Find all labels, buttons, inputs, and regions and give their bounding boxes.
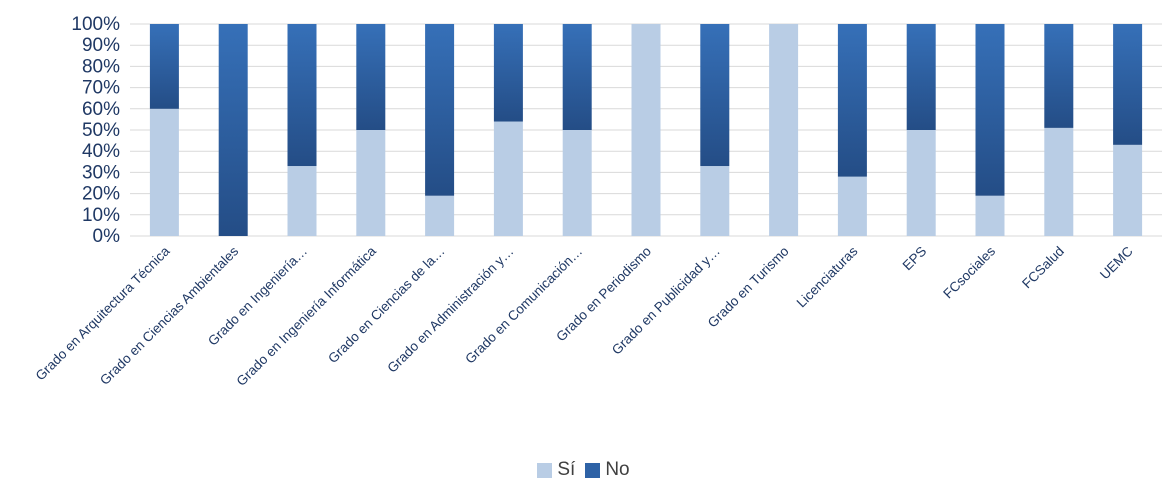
bar-segment-no [149,24,179,109]
bar-segment-si [562,130,592,236]
bar-segment-si [1113,144,1143,236]
bar-segment-si [700,166,730,236]
bar-segment-si [1044,127,1074,236]
y-tick-label: 50% [82,120,120,141]
legend-swatch-si [537,462,553,478]
y-tick-label: 70% [82,78,120,99]
bar-segment-no [700,24,730,167]
bar-segment-si [906,130,936,236]
bar-segment-si [837,176,867,236]
bars [149,24,1143,236]
y-axis-tick-labels: 0%10%20%30%40%50%60%70%80%90%100% [71,14,120,247]
legend-label-no: No [605,459,630,480]
bar-segment-si [975,195,1005,236]
x-category-label: EPS [900,244,930,274]
y-tick-label: 0% [93,226,121,247]
legend: Sí No [0,459,1167,481]
bar-segment-si [631,24,661,236]
bar-segment-no [287,24,317,167]
x-category-label: Grado en Arquitectura Técnica [33,243,173,383]
legend-item-no: No [585,459,630,481]
x-category-label: Grado en Ingeniería Informática [234,243,380,389]
stacked-bar-chart: 0%10%20%30%40%50%60%70%80%90%100% Grado … [33,14,1162,389]
bar-segment-no [975,24,1005,196]
y-tick-label: 40% [82,141,120,162]
bar-segment-no [837,24,867,177]
bar-segment-no [1044,24,1074,128]
x-category-label: Grado en Comunicación… [462,244,585,367]
legend-item-si: Sí [537,459,575,481]
x-category-label: Grado en Ciencias de la… [325,244,448,367]
x-category-label: FCsociales [940,243,998,301]
bar-segment-no [218,24,248,236]
x-category-label: FCSalud [1019,244,1067,292]
bar-segment-si [769,24,799,236]
y-tick-label: 30% [82,162,120,183]
bar-segment-no [906,24,936,130]
x-category-label: Licenciaturas [794,243,861,310]
x-category-label: Grado en Administración y… [384,244,516,376]
y-tick-label: 80% [82,56,120,77]
y-tick-label: 20% [82,184,120,205]
x-category-label: Grado en Ciencias Ambientales [97,243,242,388]
bar-segment-si [493,121,523,236]
bar-segment-no [356,24,386,130]
x-category-label: UEMC [1097,243,1136,282]
y-tick-label: 60% [82,99,120,120]
bar-segment-si [287,166,317,236]
bar-segment-si [356,130,386,236]
bar-segment-si [149,108,179,236]
y-tick-label: 100% [71,14,120,35]
bar-segment-si [425,195,455,236]
legend-swatch-no [585,462,601,478]
legend-label-si: Sí [557,459,576,480]
bar-segment-no [493,24,523,122]
bar-segment-no [1113,24,1143,145]
y-tick-label: 10% [82,205,120,226]
y-tick-label: 90% [82,35,120,56]
bar-segment-no [562,24,592,130]
bar-segment-no [425,24,455,196]
